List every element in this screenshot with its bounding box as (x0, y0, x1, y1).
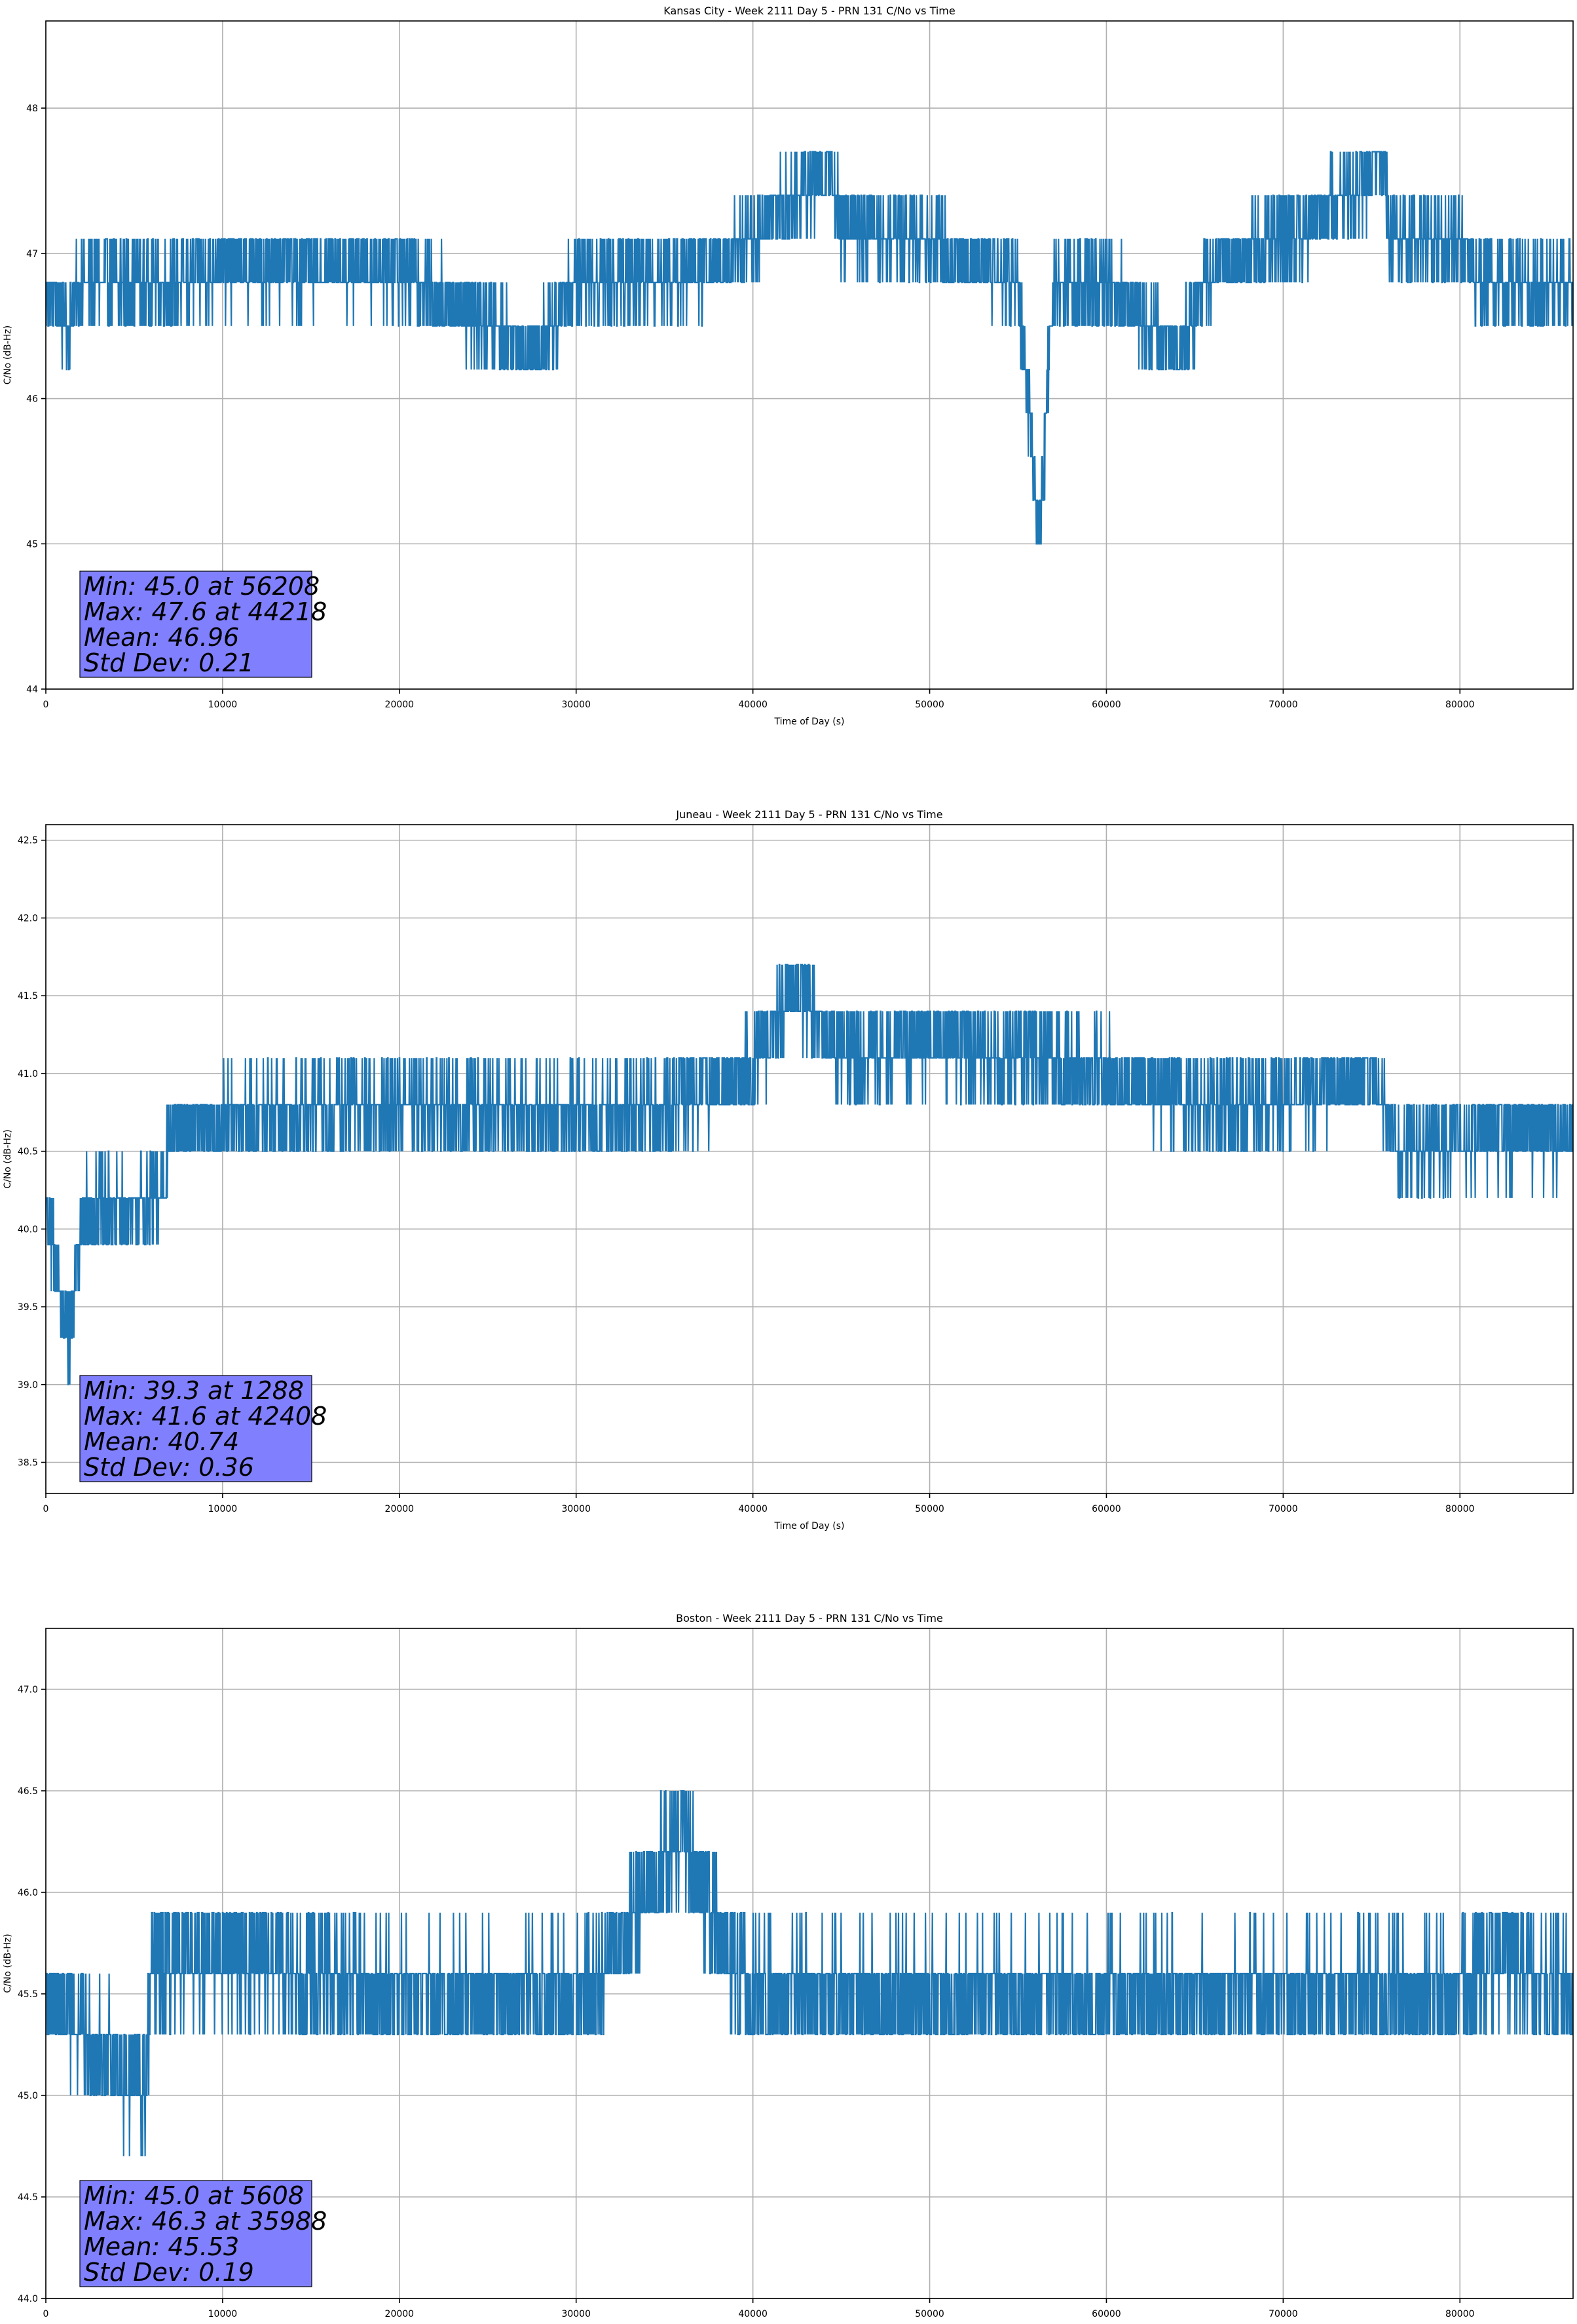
y-tick-label: 41.5 (18, 991, 38, 1002)
y-tick-label: 39.0 (18, 1380, 38, 1391)
x-tick-label: 30000 (561, 700, 591, 710)
chart-panel-3: 0 10000 20000 30000 40000 50000 60000 70000 8000… (3, 1612, 1574, 2319)
x-tick-label: 70000 (1269, 1504, 1298, 1514)
y-tick-label: 44.5 (18, 2192, 38, 2203)
x-tick-label: 50000 (915, 700, 944, 710)
chart-title: Kansas City - Week 2111 Day 5 - PRN 131 … (663, 5, 955, 17)
plot-frame (45, 20, 1574, 690)
stats-line: Min: 45.0 at 5608 (84, 2181, 304, 2210)
y-tick-label: 45 (26, 539, 38, 550)
x-tick-label: 40000 (738, 1504, 768, 1514)
y-axis-label: C/No (dB-Hz) (3, 1934, 13, 1993)
chart-title: Boston - Week 2111 Day 5 - PRN 131 C/No … (676, 1612, 943, 1624)
chart-title: Juneau - Week 2111 Day 5 - PRN 131 C/No … (675, 808, 942, 821)
stats-line: Std Dev: 0.19 (84, 2258, 254, 2287)
y-tick-label: 46.5 (18, 1786, 38, 1797)
y-tick-label: 42.5 (18, 836, 38, 846)
x-tick-label: 60000 (1092, 2309, 1121, 2319)
y-tick-label: 46 (26, 394, 38, 405)
x-tick-label: 80000 (1445, 700, 1475, 710)
x-tick-label: 30000 (561, 2309, 591, 2319)
stats-line: Max: 46.3 at 35988 (84, 2207, 327, 2236)
y-tick-label: 47 (26, 249, 38, 259)
y-tick-label: 47.0 (18, 1685, 38, 1695)
stats-line: Min: 39.3 at 1288 (84, 1376, 304, 1405)
x-tick-label: 0 (43, 2309, 49, 2319)
stats-box (79, 1375, 312, 1482)
y-tick-label: 45.0 (18, 2091, 38, 2101)
x-tick-label: 40000 (738, 700, 768, 710)
x-tick-label: 0 (43, 700, 49, 710)
y-tick-label: 44.0 (18, 2294, 38, 2304)
y-tick-label: 41.0 (18, 1069, 38, 1079)
x-tick-label: 40000 (738, 2309, 768, 2319)
series-line (46, 964, 1573, 1385)
stats-line: Mean: 46.96 (84, 623, 239, 652)
x-axis-label: Time of Day (s) (774, 1521, 845, 1531)
y-tick-label: 40.5 (18, 1147, 38, 1157)
y-axis-label: C/No (dB-Hz) (3, 326, 13, 384)
chart-panel-1: 0 10000 20000 30000 40000 50000 60000 70000 8000… (3, 5, 1574, 727)
y-tick-label: 46.0 (18, 1888, 38, 1898)
x-tick-label: 20000 (385, 2309, 415, 2319)
y-axis-label: C/No (dB-Hz) (3, 1129, 13, 1188)
x-tick-label: 50000 (915, 2309, 944, 2319)
stats-line: Max: 47.6 at 44218 (84, 597, 327, 626)
x-tick-label: 70000 (1269, 700, 1298, 710)
stats-line: Std Dev: 0.36 (84, 1453, 254, 1482)
x-tick-label: 60000 (1092, 1504, 1121, 1514)
stats-line: Mean: 45.53 (84, 2232, 239, 2261)
x-tick-label: 20000 (385, 1504, 415, 1514)
y-tick-label: 40.0 (18, 1224, 38, 1235)
chart-panel-2: 0 10000 20000 30000 40000 50000 60000 70000 8000… (3, 808, 1574, 1531)
y-tick-label: 48 (26, 103, 38, 114)
series-line (46, 151, 1573, 545)
y-tick-label: 45.5 (18, 1989, 38, 2000)
x-tick-label: 50000 (915, 1504, 944, 1514)
stats-box (79, 2180, 312, 2287)
stats-line: Max: 41.6 at 42408 (84, 1402, 327, 1431)
x-axis-label: Time of Day (s) (774, 717, 845, 727)
y-tick-label: 44 (26, 684, 38, 695)
plot-frame (45, 824, 1574, 1494)
plot-frame (45, 1628, 1574, 2299)
stats-line: Std Dev: 0.21 (84, 648, 254, 677)
x-tick-label: 10000 (208, 700, 238, 710)
x-tick-label: 60000 (1092, 700, 1121, 710)
stats-box (79, 571, 312, 678)
stats-line: Min: 45.0 at 56208 (84, 572, 320, 601)
stats-line: Mean: 40.74 (84, 1427, 239, 1456)
y-tick-label: 39.5 (18, 1302, 38, 1313)
x-tick-label: 20000 (385, 700, 415, 710)
x-tick-label: 80000 (1445, 1504, 1475, 1514)
x-tick-label: 30000 (561, 1504, 591, 1514)
x-tick-label: 10000 (208, 1504, 238, 1514)
x-tick-label: 0 (43, 1504, 49, 1514)
x-tick-label: 10000 (208, 2309, 238, 2319)
y-tick-label: 38.5 (18, 1458, 38, 1469)
y-tick-label: 42.0 (18, 913, 38, 924)
series-line (46, 1790, 1573, 2157)
x-tick-label: 80000 (1445, 2309, 1475, 2319)
x-tick-label: 70000 (1269, 2309, 1298, 2319)
